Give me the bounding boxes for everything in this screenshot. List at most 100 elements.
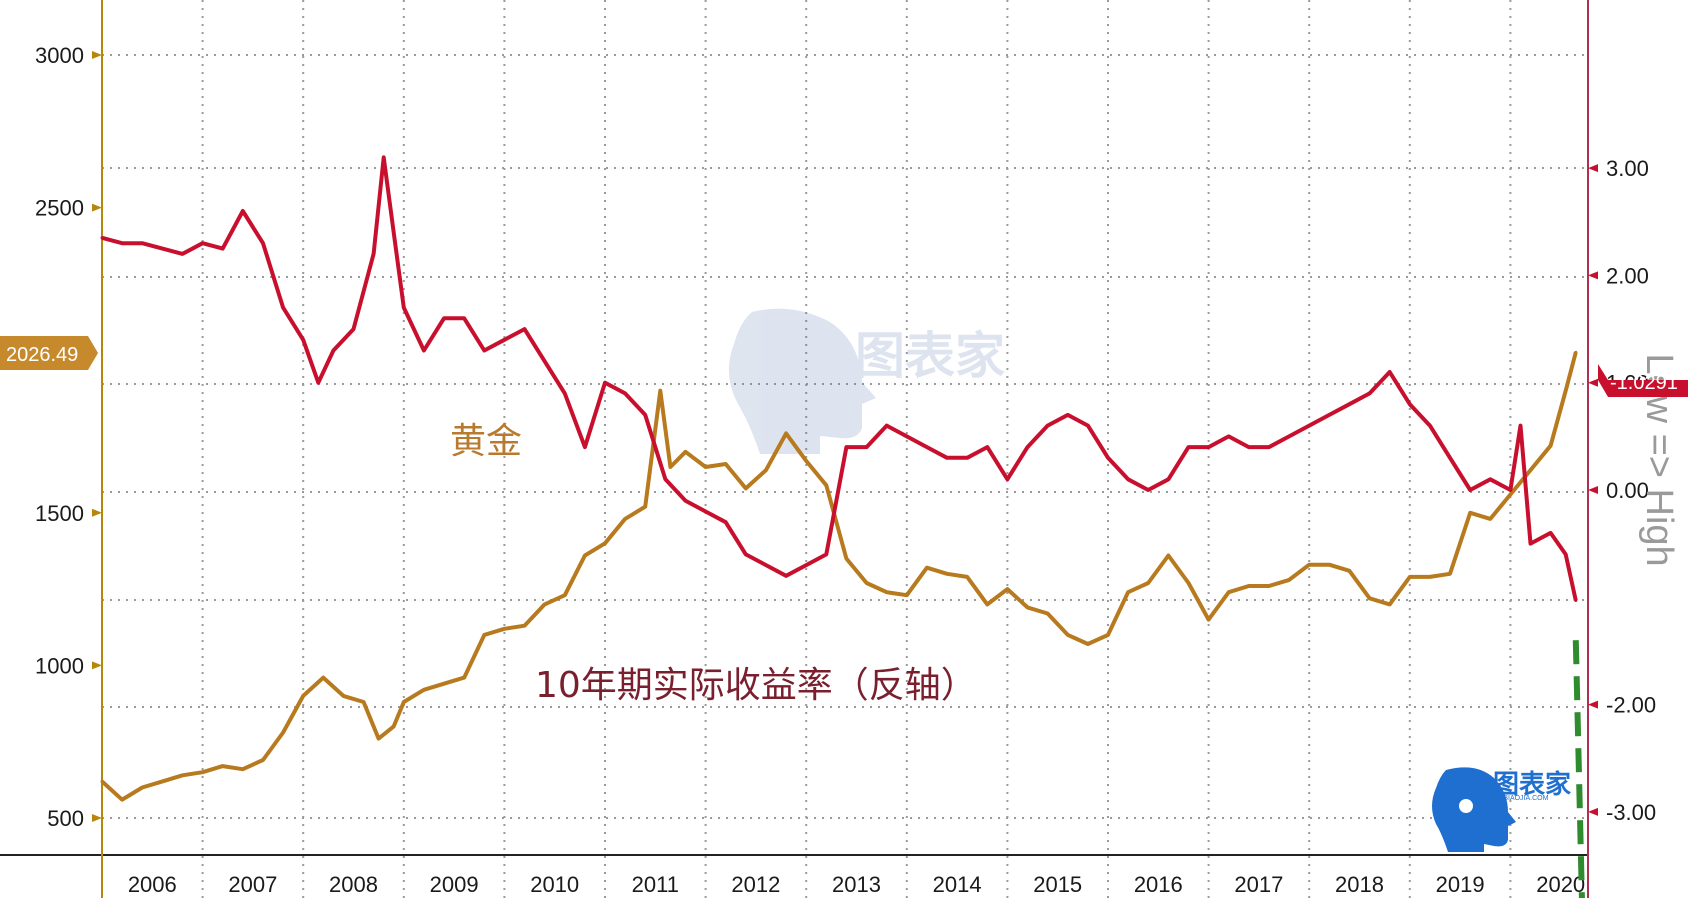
series-1-point-49 [1046, 424, 1050, 428]
series-0-point-28 [643, 505, 647, 509]
series-1-point-52 [1106, 456, 1110, 460]
series-0-point-55 [1166, 554, 1170, 557]
svg-text:2026.49: 2026.49 [6, 344, 78, 366]
right-tick-mark-3 [1588, 486, 1598, 494]
series-0-point-17 [422, 688, 426, 692]
series-1-point-69 [1448, 456, 1452, 460]
series-0-point-51 [1086, 642, 1090, 646]
series-0-point-38 [824, 483, 828, 487]
series-1-point-55 [1166, 477, 1170, 481]
grid [102, 0, 1588, 898]
series-1-point-53 [1126, 477, 1130, 481]
series-1-point-73 [1519, 424, 1522, 428]
series-1-point-59 [1247, 445, 1251, 449]
series-0-point-24 [563, 593, 567, 597]
series-1-point-60 [1267, 445, 1271, 449]
x-tick-label-2009: 2009 [430, 872, 479, 897]
brand-head-icon [1432, 767, 1516, 852]
series-0-point-32 [704, 465, 708, 469]
series-0-point-57 [1207, 618, 1211, 622]
brand-logo-text: 图表家 [1493, 769, 1571, 800]
series-1-point-12 [331, 349, 335, 352]
series-1-point-1 [120, 241, 124, 245]
series-1-point-75 [1549, 531, 1553, 535]
series-0-point-50 [1066, 633, 1070, 637]
series-1-point-41 [885, 424, 889, 428]
series-0-point-36 [784, 431, 788, 435]
series-0-point-65 [1368, 596, 1372, 600]
series-1-point-36 [784, 574, 788, 578]
series-1-point-65 [1368, 391, 1372, 395]
series-1-point-4 [181, 252, 184, 256]
left-tick-label-3: 2500 [35, 196, 84, 221]
x-tick-label-2014: 2014 [933, 872, 982, 897]
series-0-point-64 [1347, 569, 1351, 573]
x-tick-label-2019: 2019 [1436, 872, 1485, 897]
series-0-point-7 [241, 767, 245, 771]
series-0-point-22 [523, 624, 526, 628]
series-1-point-5 [201, 241, 205, 245]
series-0-point-43 [925, 566, 929, 570]
x-tick-label-2020: 2020 [1536, 872, 1585, 897]
series-1-point-44 [945, 456, 949, 460]
series-1-point-17 [402, 306, 406, 310]
yield-value-badge: -1.0291 [1598, 364, 1688, 397]
left-tick-label-1: 1000 [35, 653, 84, 678]
series-0-point-69 [1448, 572, 1452, 576]
series-1-point-56 [1187, 445, 1190, 449]
right-axis: -4.00-3.00-2.000.001.002.003.00 [1587, 0, 1656, 898]
left-tick-mark-0 [92, 814, 102, 822]
series-0-point-68 [1428, 575, 1432, 579]
series-0-point-67 [1408, 575, 1412, 579]
series-1-point-54 [1146, 488, 1150, 492]
x-tick-label-2007: 2007 [228, 872, 277, 897]
series-0-point-61 [1287, 578, 1291, 582]
series-0-point-21 [502, 627, 506, 631]
right-tick-label-5: 2.00 [1606, 263, 1649, 288]
series-0-point-58 [1227, 590, 1231, 594]
left-tick-label-2: 1500 [35, 501, 84, 526]
series-0-point-9 [281, 731, 285, 734]
right-tick-label-2: -2.00 [1606, 693, 1656, 718]
series-0-point-3 [160, 779, 164, 783]
series-0-point-27 [623, 517, 627, 521]
growth-arrow-shaft [1572, 640, 1585, 898]
series-1-point-61 [1287, 434, 1291, 438]
series-0-point-4 [181, 773, 184, 777]
series-1-point-42 [905, 434, 909, 438]
series-0-point-13 [362, 700, 366, 704]
right-tick-mark-1 [1588, 807, 1598, 816]
series-1-point-50 [1066, 413, 1070, 417]
series-1-point-28 [623, 391, 627, 395]
real-yield-series-label: 10年期实际收益率（反轴） [535, 665, 977, 706]
series-0-point-0 [100, 779, 104, 783]
series-1-point-30 [663, 477, 667, 481]
series-0-point-16 [402, 700, 406, 704]
series-layer [100, 155, 1578, 802]
brand-logo-url: TUBIAOJIA.COM [1494, 795, 1549, 802]
series-0-point-54 [1146, 581, 1150, 585]
series-1-point-0 [100, 236, 104, 240]
series-1-point-66 [1388, 370, 1392, 374]
series-0-point-73 [1529, 468, 1532, 472]
right-tick-label-1: -3.00 [1606, 800, 1656, 825]
series-1-point-38 [824, 552, 828, 556]
series-0-point-76 [1574, 350, 1578, 354]
right-tick-mark-2 [1588, 700, 1598, 709]
series-0-point-30 [668, 465, 672, 469]
series-0-point-44 [945, 572, 949, 576]
left-tick-mark-2 [92, 508, 102, 517]
gold-series-label: 黄金 [450, 421, 522, 462]
series-0-point-33 [724, 462, 728, 466]
annotation-layer [1572, 640, 1585, 898]
series-1-point-39 [844, 445, 848, 449]
x-axis: 2006 2007 2008 2009 2010 2011 2012 2013 2014 2015… [0, 854, 1588, 897]
series-0-point-34 [744, 486, 748, 490]
series-1-point-19 [442, 316, 446, 320]
x-tick-label-2008: 2008 [329, 872, 378, 897]
series-1-point-23 [523, 327, 526, 331]
x-tick-label-2006: 2006 [128, 872, 177, 897]
series-1-point-27 [603, 381, 607, 385]
x-tick-label-2017: 2017 [1234, 872, 1283, 897]
series-0-point-66 [1388, 602, 1392, 606]
